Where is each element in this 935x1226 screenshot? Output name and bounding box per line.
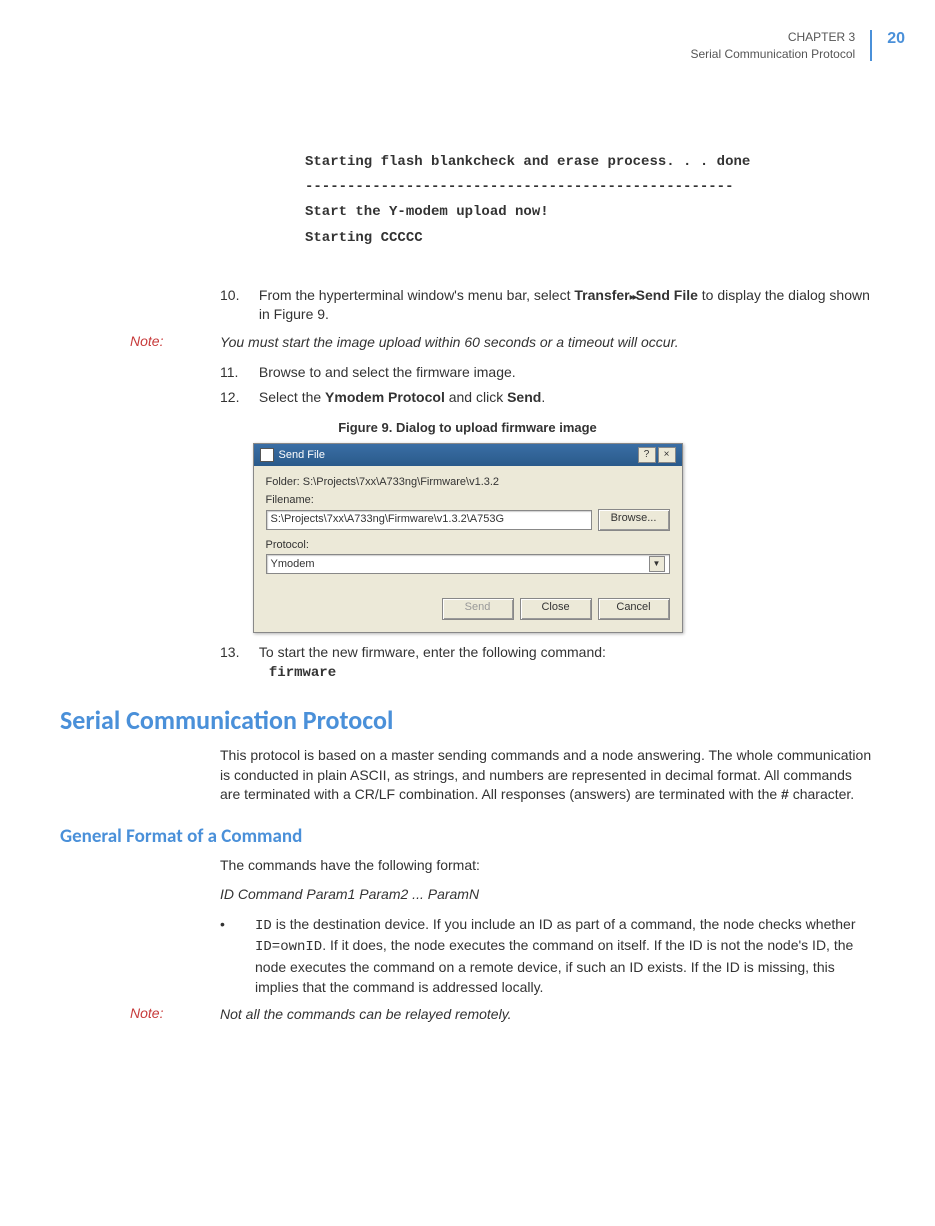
step-13: 13. To start the new firmware, enter the… (220, 643, 875, 684)
send-button[interactable]: Send (442, 598, 514, 620)
note-text: Not all the commands can be relayed remo… (220, 1005, 512, 1025)
note-1: Note: You must start the image upload wi… (60, 333, 875, 353)
text: From the hyperterminal window's menu bar… (259, 287, 574, 303)
step-text: Select the Ymodem Protocol and click Sen… (259, 388, 874, 408)
bullet-id: • ID is the destination device. If you i… (220, 915, 875, 997)
text: character. (789, 786, 854, 802)
step-12: 12. Select the Ymodem Protocol and click… (220, 388, 875, 408)
cancel-button[interactable]: Cancel (598, 598, 670, 620)
text: . (541, 389, 545, 405)
dialog-title: Send File (279, 449, 325, 461)
close-dialog-button[interactable]: Close (520, 598, 592, 620)
code-id-equals: ID=ownID (255, 939, 322, 955)
titlebar-right: ? × (638, 447, 676, 463)
text: and click (445, 389, 507, 405)
step-10: 10. From the hyperterminal window's menu… (220, 286, 875, 325)
page-content: Starting flash blankcheck and erase proc… (60, 150, 875, 1035)
protocol-label: Protocol: (266, 539, 670, 551)
folder-label: Folder: S:\Projects\7xx\A733ng\Firmware\… (266, 476, 670, 488)
browse-button[interactable]: Browse... (598, 509, 670, 531)
note-label: Note: (130, 333, 210, 353)
page-header: CHAPTER 3 Serial Communication Protocol … (690, 30, 905, 61)
dialog-titlebar: Send File ? × (254, 444, 682, 466)
menu-transfer: Transfer (574, 287, 629, 303)
section-general-format-title: General Format of a Command (60, 825, 875, 848)
step-11: 11. Browse to and select the firmware im… (220, 363, 875, 383)
dialog-figure: Send File ? × Folder: S:\Projects\7xx\A7… (253, 443, 683, 633)
menu-send-file: Send File (636, 287, 698, 303)
filename-label: Filename: (266, 494, 670, 506)
section-serial-protocol-title: Serial Communication Protocol (60, 704, 875, 736)
filename-input[interactable]: S:\Projects\7xx\A733ng\Firmware\v1.3.2\A… (266, 510, 592, 530)
code-line: Start the Y-modem upload now! (305, 200, 875, 225)
code-line: ----------------------------------------… (305, 175, 875, 200)
chapter-label: CHAPTER 3 (690, 30, 855, 44)
protocol-value: Ymodem (271, 558, 315, 570)
step-text: From the hyperterminal window's menu bar… (259, 286, 874, 325)
step-number: 11. (220, 363, 255, 383)
step-number: 10. (220, 286, 255, 306)
filename-row: S:\Projects\7xx\A733ng\Firmware\v1.3.2\A… (266, 509, 670, 531)
send-label: Send (507, 389, 541, 405)
chevron-down-icon: ▼ (649, 556, 665, 572)
dialog-icon (260, 448, 274, 462)
page-number: 20 (872, 30, 905, 48)
header-text-block: CHAPTER 3 Serial Communication Protocol (690, 30, 872, 61)
hash-char: # (781, 786, 789, 802)
note-text: You must start the image upload within 6… (220, 333, 679, 353)
send-file-dialog: Send File ? × Folder: S:\Projects\7xx\A7… (253, 443, 683, 633)
section-label: Serial Communication Protocol (690, 47, 855, 61)
text: is the destination device. If you includ… (272, 916, 856, 932)
step-number: 12. (220, 388, 255, 408)
code-line: Starting flash blankcheck and erase proc… (305, 150, 875, 175)
code-id: ID (255, 918, 272, 934)
command-format: ID Command Param1 Param2 ... ParamN (220, 885, 875, 905)
dialog-body: Folder: S:\Projects\7xx\A733ng\Firmware\… (254, 466, 682, 592)
protocol-select[interactable]: Ymodem ▼ (266, 554, 670, 574)
figure-caption: Figure 9. Dialog to upload firmware imag… (60, 420, 875, 435)
bullet-marker: • (220, 915, 255, 997)
text: To start the new firmware, enter the fol… (259, 644, 606, 660)
help-button[interactable]: ? (638, 447, 656, 463)
bullet-text: ID is the destination device. If you inc… (255, 915, 875, 997)
text: . If it does, the node executes the comm… (255, 937, 853, 994)
format-intro: The commands have the following format: (220, 856, 875, 876)
text: This protocol is based on a master sendi… (220, 747, 871, 802)
titlebar-left: Send File (260, 448, 325, 462)
text: Select the (259, 389, 325, 405)
code-line: Starting CCCCC (305, 226, 875, 251)
note-label: Note: (130, 1005, 210, 1025)
serial-protocol-paragraph: This protocol is based on a master sendi… (220, 746, 875, 805)
step-number: 13. (220, 643, 255, 663)
dialog-button-row: Send Close Cancel (254, 592, 682, 632)
note-2: Note: Not all the commands can be relaye… (60, 1005, 875, 1025)
step-text: To start the new firmware, enter the fol… (259, 643, 874, 684)
step-text: Browse to and select the firmware image. (259, 363, 874, 383)
terminal-output: Starting flash blankcheck and erase proc… (305, 150, 875, 251)
ymodem-protocol: Ymodem Protocol (325, 389, 445, 405)
close-button[interactable]: × (658, 447, 676, 463)
protocol-row: Ymodem ▼ (266, 554, 670, 574)
firmware-command: firmware (269, 665, 336, 681)
